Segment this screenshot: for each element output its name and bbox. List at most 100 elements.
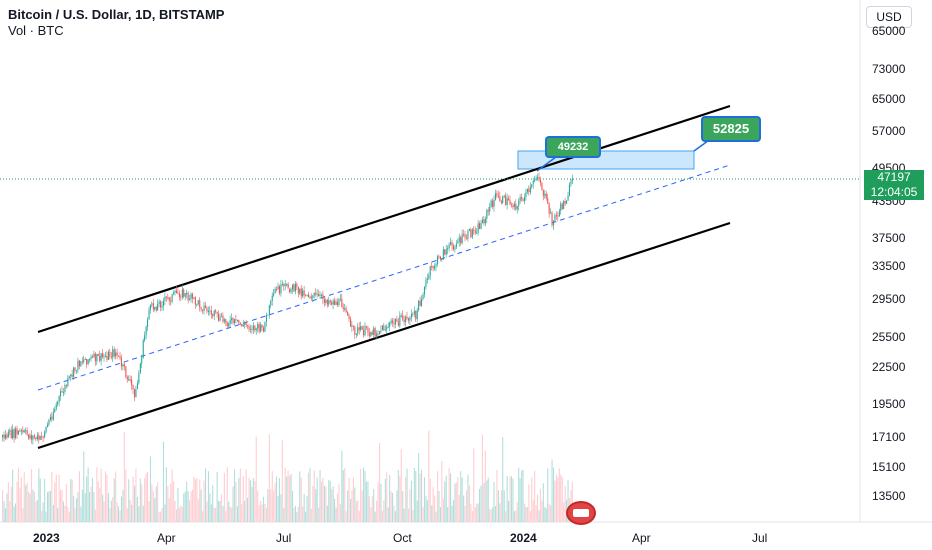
volume-bar: [65, 483, 67, 522]
candle-body: [3, 434, 5, 439]
candle-body: [570, 180, 572, 185]
volume-bar: [162, 441, 164, 522]
candle-body: [6, 434, 8, 438]
candle-body: [524, 197, 526, 202]
candle-body: [290, 289, 292, 293]
candle-body: [35, 437, 37, 440]
volume-bar: [442, 498, 444, 522]
price-axis-label: 19500: [872, 397, 906, 411]
candle-body: [315, 292, 317, 295]
candle-body: [425, 280, 427, 287]
volume-bar: [7, 482, 9, 522]
candle-body: [339, 298, 341, 300]
volume-bar: [471, 511, 473, 522]
volume-bar: [248, 477, 250, 522]
candle-body: [429, 266, 431, 276]
candle-body: [68, 376, 70, 379]
currency-button[interactable]: USD: [866, 6, 912, 28]
candle-body: [216, 311, 218, 314]
candle-body: [525, 191, 527, 198]
volume-bar: [206, 501, 208, 522]
candle-body: [23, 430, 25, 433]
candle-body: [206, 307, 208, 312]
volume-bar: [312, 485, 314, 522]
volume-bar: [448, 467, 450, 522]
volume-bar: [423, 477, 425, 522]
target-price-callout[interactable]: 52825: [701, 116, 761, 142]
candle-body: [479, 223, 481, 229]
candle-body: [292, 284, 294, 290]
volume-bar: [51, 471, 53, 522]
candle-body: [249, 329, 251, 331]
volume-bar: [336, 493, 338, 522]
volume-bar: [218, 500, 220, 522]
volume-bar: [19, 487, 21, 522]
volume-bar: [315, 489, 317, 522]
candle-body: [338, 299, 340, 306]
volume-bar: [344, 468, 346, 522]
candle-body: [512, 205, 514, 208]
candle-body: [148, 309, 150, 320]
volume-bar: [416, 500, 418, 522]
candle-body: [58, 396, 60, 402]
volume-bar: [535, 505, 537, 522]
volume-bar: [210, 504, 212, 522]
volume-bar: [251, 486, 253, 522]
volume-bar: [155, 486, 157, 522]
volume-bar: [25, 484, 27, 522]
candle-body: [102, 353, 104, 357]
candle-body: [258, 324, 260, 332]
volume-bar: [405, 477, 407, 522]
candle-body: [371, 332, 373, 335]
volume-bar: [9, 501, 11, 522]
volume-bar: [555, 475, 557, 522]
volume-bar: [496, 470, 498, 522]
volume-bar: [196, 477, 198, 522]
candle-body: [448, 244, 450, 249]
volume-bar: [45, 511, 47, 522]
candle-body: [306, 294, 308, 296]
candle-body: [173, 292, 175, 294]
volume-bar: [361, 490, 363, 522]
volume-bar: [487, 477, 489, 522]
candle-body: [10, 430, 12, 439]
candle-body: [505, 195, 507, 205]
candle-body: [113, 349, 115, 357]
candle-body: [318, 293, 320, 297]
candle-body: [94, 353, 96, 362]
channel-lower-line: [37, 221, 731, 450]
volume-bar: [334, 498, 336, 522]
volume-bar: [116, 502, 118, 522]
candle-body: [312, 295, 314, 299]
high-price-callout[interactable]: 49232: [545, 136, 601, 158]
volume-bar: [322, 478, 324, 522]
candle-body: [408, 318, 410, 321]
volume-bar: [168, 498, 170, 522]
volume-bar: [495, 506, 497, 522]
candle-body: [310, 296, 312, 299]
candle-body: [115, 352, 117, 357]
candle-body: [438, 256, 440, 258]
candle-body: [500, 200, 502, 203]
volume-bar: [431, 505, 433, 522]
volume-bar: [277, 496, 279, 522]
candle-body: [474, 230, 476, 234]
volume-bar: [64, 505, 66, 522]
candle-body: [178, 293, 180, 297]
volume-bar: [128, 479, 130, 522]
candle-body: [374, 328, 376, 337]
volume-bar: [290, 474, 292, 522]
volume-bar: [238, 477, 240, 522]
volume-bar: [547, 468, 549, 522]
volume-bar: [380, 483, 382, 522]
volume-bar: [234, 469, 236, 522]
candle-body: [461, 234, 463, 244]
volume-bar: [528, 484, 530, 522]
volume-bar: [386, 472, 388, 522]
candle-body: [316, 293, 318, 295]
candle-body: [276, 289, 278, 290]
volume-bar: [178, 508, 180, 522]
volume-bar: [300, 477, 302, 522]
price-axis-label: 17100: [872, 430, 906, 444]
